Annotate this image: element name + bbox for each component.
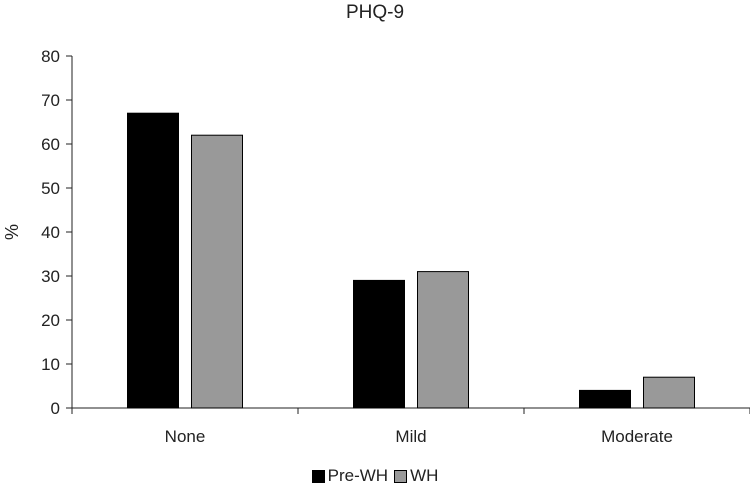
legend-item-wh: WH (394, 466, 438, 486)
y-tick-label-70: 70 (41, 91, 60, 110)
bar-pre-wh-mild (353, 279, 405, 409)
bar-pre-wh-none (127, 112, 179, 409)
bar-wh-moderate (643, 376, 695, 409)
y-tick-label-10: 10 (41, 355, 60, 374)
x-tick-label-none: None (165, 427, 206, 446)
bar-wh-mild (417, 271, 469, 409)
bar-wh-none (191, 134, 243, 409)
y-tick-label-0: 0 (51, 399, 60, 418)
legend-label-pre-wh: Pre-WH (327, 466, 389, 485)
x-tick-label-moderate: Moderate (601, 427, 673, 446)
chart-title: PHQ-9 (345, 2, 405, 23)
bar-pre-wh-moderate (579, 389, 631, 409)
y-tick-label-80: 80 (41, 47, 60, 66)
y-tick-label-60: 60 (41, 135, 60, 154)
y-tick-label-30: 30 (41, 267, 60, 286)
legend: Pre-WH WH (0, 466, 750, 486)
legend-item-pre-wh: Pre-WH (311, 466, 389, 486)
y-tick-label-40: 40 (41, 223, 60, 242)
legend-swatch-pre-wh (311, 469, 325, 483)
y-tick-label-50: 50 (41, 179, 60, 198)
x-tick-label-mild: Mild (395, 427, 426, 446)
y-tick-label-20: 20 (41, 311, 60, 330)
legend-swatch-wh (394, 469, 408, 483)
legend-label-wh: WH (410, 466, 439, 485)
y-axis-label: % (2, 224, 22, 240)
